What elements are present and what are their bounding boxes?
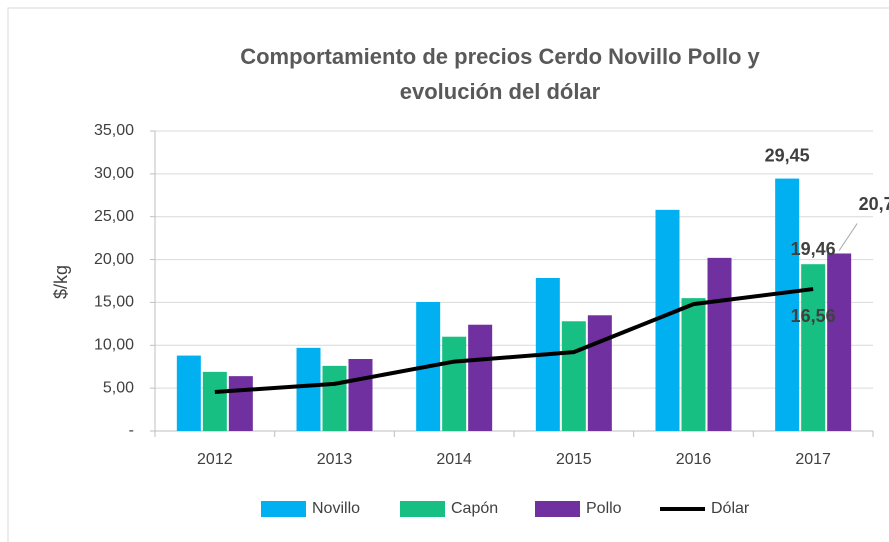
bar <box>202 371 227 431</box>
bar <box>228 376 253 431</box>
y-axis-label: $/kg <box>51 265 71 299</box>
y-tick-label: 30,00 <box>94 165 134 182</box>
y-tick-label: 35,00 <box>94 122 134 139</box>
line <box>214 287 814 394</box>
legend-label: Dólar <box>711 500 750 517</box>
legend-label: Pollo <box>586 500 622 517</box>
bar <box>681 298 706 431</box>
data-label: 16,56 <box>791 306 836 326</box>
legend-label: Capón <box>451 500 498 517</box>
x-tick-label: 2017 <box>795 451 831 468</box>
bar <box>587 315 612 431</box>
legend-swatch <box>261 501 306 517</box>
bar <box>442 336 467 431</box>
chart-title: evolución del dólar <box>400 79 601 104</box>
bar <box>775 178 800 431</box>
x-tick-label: 2016 <box>676 451 712 468</box>
bar <box>707 257 732 431</box>
y-tick-label: 25,00 <box>94 208 134 225</box>
bar <box>827 253 852 431</box>
data-label: 19,46 <box>791 239 836 259</box>
bar <box>561 321 586 431</box>
y-tick-label: 20,00 <box>94 251 134 268</box>
y-tick-label: 5,00 <box>103 379 134 396</box>
x-tick-label: 2015 <box>556 451 592 468</box>
bar <box>468 324 493 431</box>
x-tick-label: 2012 <box>197 451 233 468</box>
bar <box>348 359 373 431</box>
legend-label: Novillo <box>312 500 360 517</box>
x-tick-label: 2014 <box>436 451 472 468</box>
y-tick-label: 10,00 <box>94 337 134 354</box>
data-label: 29,45 <box>765 145 810 165</box>
bar <box>296 347 321 431</box>
x-tick-label: 2013 <box>317 451 353 468</box>
legend-swatch <box>400 501 445 517</box>
bar <box>176 355 201 431</box>
legend-swatch <box>535 501 580 517</box>
y-tick-label: - <box>129 422 134 439</box>
chart-title: Comportamiento de precios Cerdo Novillo … <box>240 44 760 69</box>
bar <box>322 365 347 431</box>
data-label: 20,71 <box>859 194 889 214</box>
bar <box>655 209 680 431</box>
leader-line <box>838 223 858 251</box>
y-tick-label: 15,00 <box>94 294 134 311</box>
